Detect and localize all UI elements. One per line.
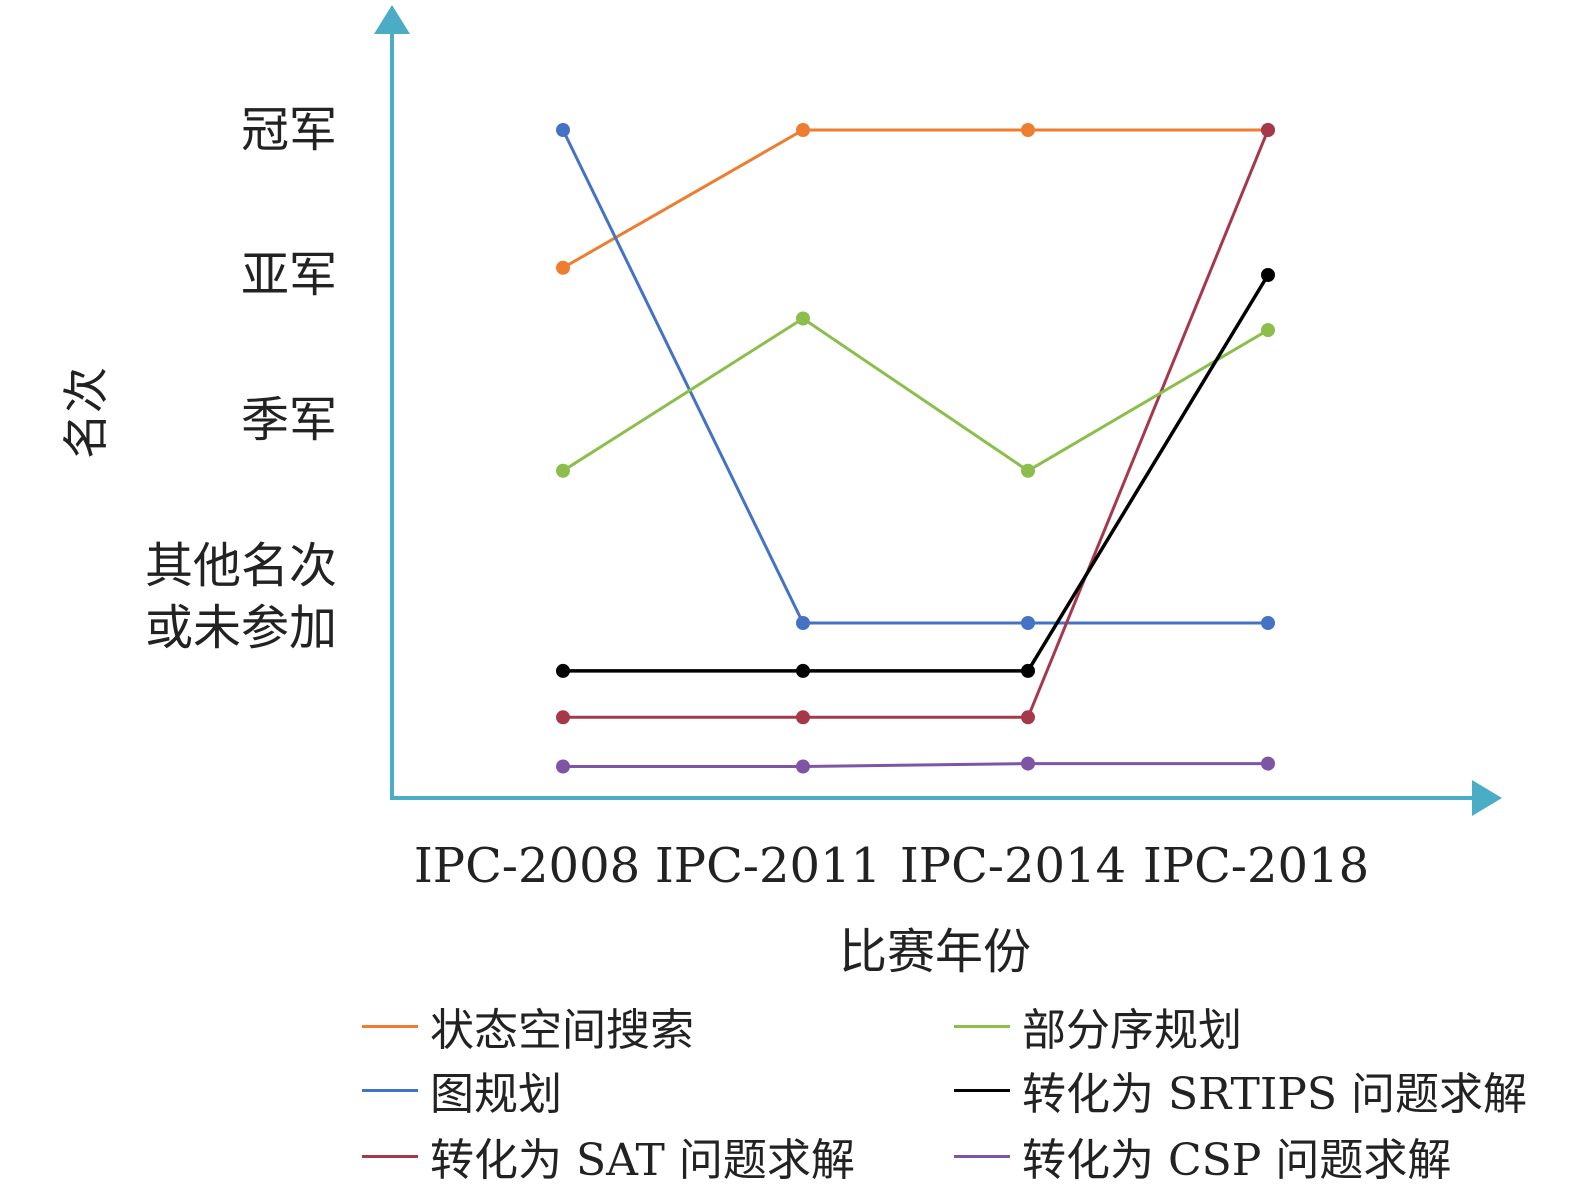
x-tick-label: IPC-2008 bbox=[413, 838, 641, 894]
data-point bbox=[1261, 756, 1275, 771]
data-point bbox=[1261, 268, 1275, 282]
data-point bbox=[556, 710, 570, 725]
data-point bbox=[556, 759, 570, 774]
series-line bbox=[563, 129, 1270, 719]
legend-item: 状态空间搜索 bbox=[362, 998, 694, 1056]
legend-swatch bbox=[362, 1154, 418, 1158]
legend-label: 转化为 SRTIPS 问题求解 bbox=[1022, 1069, 1527, 1120]
data-point bbox=[796, 123, 810, 137]
data-point bbox=[1021, 616, 1035, 630]
series-line bbox=[562, 316, 1269, 473]
data-point bbox=[1021, 663, 1035, 678]
series-line bbox=[563, 762, 1268, 768]
series-line bbox=[562, 128, 1268, 270]
data-point bbox=[1021, 463, 1035, 478]
data-point bbox=[1261, 323, 1275, 338]
y-tick-label: 冠军 bbox=[240, 102, 337, 158]
x-tick-label: IPC-2011 bbox=[654, 838, 882, 894]
legend-swatch bbox=[954, 1154, 1010, 1158]
data-point bbox=[556, 463, 570, 478]
legend-swatch bbox=[954, 1088, 1010, 1092]
series-6 bbox=[556, 756, 1275, 774]
data-point bbox=[1261, 616, 1275, 630]
data-point bbox=[556, 663, 570, 678]
data-point bbox=[796, 663, 810, 678]
y-tick-label: 其他名次 或未参加 bbox=[144, 538, 337, 656]
data-point bbox=[556, 260, 570, 275]
data-point bbox=[796, 311, 810, 326]
legend-label: 转化为 CSP 问题求解 bbox=[1022, 1135, 1452, 1186]
legend-label: 转化为 SAT 问题求解 bbox=[430, 1135, 855, 1186]
series-layer bbox=[556, 123, 1275, 774]
legend-item: 图规划 bbox=[362, 1062, 562, 1120]
data-point bbox=[1021, 123, 1035, 137]
series-2 bbox=[556, 123, 1275, 630]
y-axis-title: 名次 bbox=[59, 367, 113, 459]
x-axis-title: 比赛年份 bbox=[838, 924, 1031, 980]
series-3 bbox=[556, 123, 1275, 725]
legend-label: 图规划 bbox=[430, 1069, 562, 1120]
data-point bbox=[796, 710, 810, 725]
legend-item: 转化为 SAT 问题求解 bbox=[362, 1128, 855, 1186]
data-point bbox=[796, 759, 810, 774]
y-tick-label: 季军 bbox=[240, 392, 337, 448]
x-tick-label: IPC-2014 bbox=[899, 838, 1127, 894]
y-axis-arrow bbox=[374, 5, 410, 34]
legend-swatch bbox=[362, 1024, 418, 1028]
legend-item: 部分序规划 bbox=[954, 998, 1242, 1056]
data-point bbox=[556, 123, 570, 137]
x-axis-arrow bbox=[1472, 780, 1502, 816]
axes bbox=[374, 5, 1502, 816]
legend-label: 部分序规划 bbox=[1022, 1005, 1242, 1056]
data-point bbox=[1021, 710, 1035, 725]
legend-label: 状态空间搜索 bbox=[430, 1005, 694, 1056]
data-point bbox=[796, 616, 810, 630]
legend-item: 转化为 SRTIPS 问题求解 bbox=[954, 1062, 1527, 1120]
legend-swatch bbox=[954, 1024, 1010, 1028]
legend-swatch bbox=[362, 1088, 418, 1092]
x-tick-label: IPC-2018 bbox=[1142, 838, 1370, 894]
series-1 bbox=[556, 123, 1275, 275]
legend-item: 转化为 CSP 问题求解 bbox=[954, 1128, 1451, 1186]
series-4 bbox=[556, 311, 1275, 478]
data-point bbox=[1021, 756, 1035, 771]
series-line bbox=[563, 274, 1270, 673]
data-point bbox=[1261, 123, 1275, 137]
series-line bbox=[561, 129, 1268, 625]
series-5 bbox=[556, 268, 1275, 678]
y-tick-label: 亚军 bbox=[240, 247, 337, 303]
